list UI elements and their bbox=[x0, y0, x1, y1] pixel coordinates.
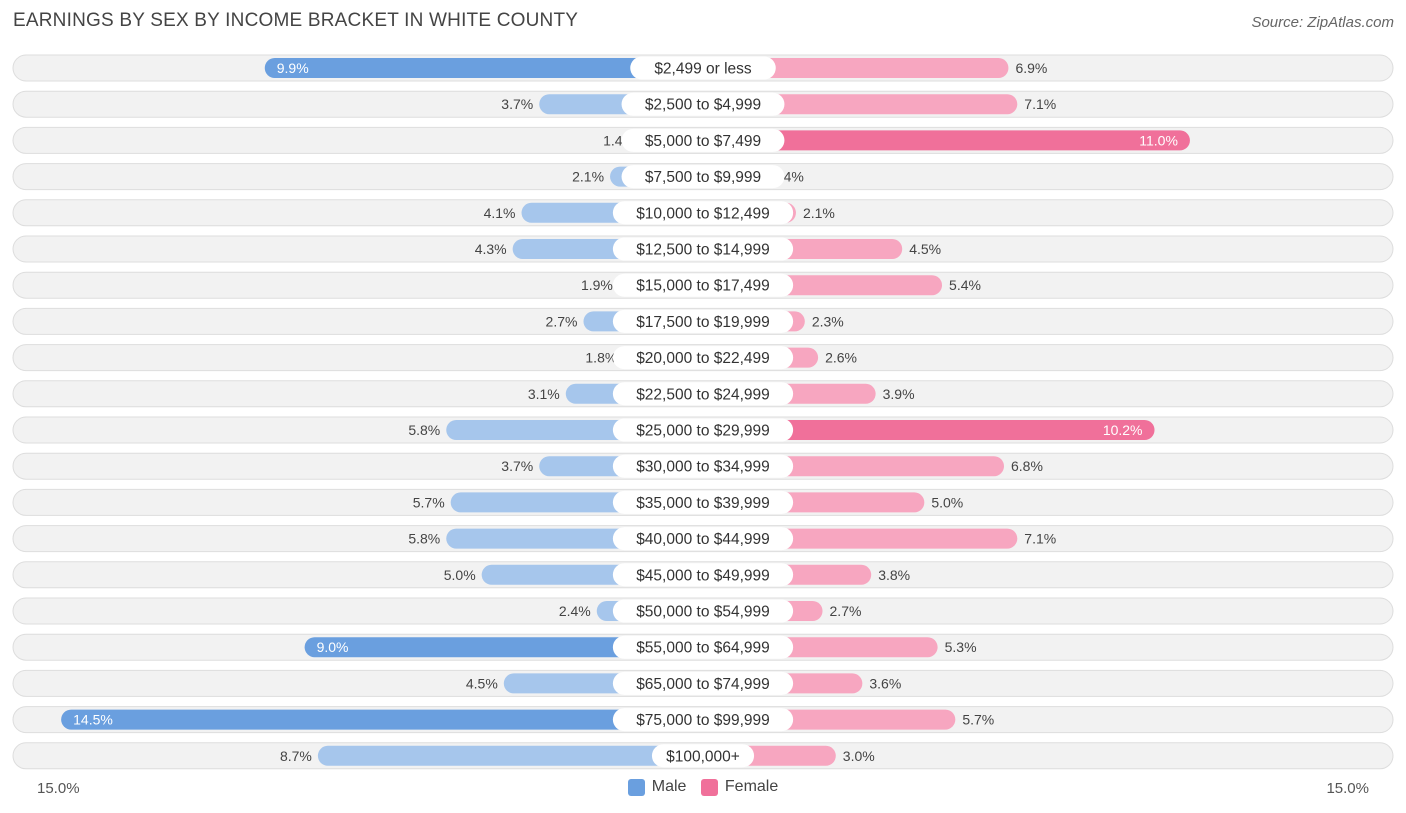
value-label-female: 7.1% bbox=[1024, 96, 1056, 112]
legend-item-male[interactable]: Male bbox=[627, 778, 687, 796]
legend-label-female: Female bbox=[724, 778, 779, 795]
category-pill bbox=[612, 454, 794, 478]
value-label-male: 2.1% bbox=[572, 169, 604, 185]
bar-female bbox=[703, 420, 1155, 440]
category-label: $7,500 to $9,999 bbox=[645, 169, 761, 186]
category-pill bbox=[630, 56, 776, 80]
category-label: $30,000 to $34,999 bbox=[636, 459, 770, 476]
value-label-female: 6.9% bbox=[1015, 60, 1047, 76]
category-label: $20,000 to $22,499 bbox=[636, 350, 770, 367]
category-label: $2,500 to $4,999 bbox=[645, 97, 761, 114]
legend-swatch-male bbox=[627, 778, 645, 796]
bar-female bbox=[703, 130, 1190, 151]
value-label-female: 5.4% bbox=[949, 277, 981, 293]
value-label-female: 5.3% bbox=[945, 639, 977, 655]
category-label: $40,000 to $44,999 bbox=[636, 531, 770, 548]
category-pill bbox=[612, 418, 794, 442]
value-label-female: 7.1% bbox=[1024, 531, 1056, 547]
value-label-male: 3.1% bbox=[528, 386, 560, 402]
value-label-male: 5.8% bbox=[408, 422, 440, 438]
category-pill bbox=[612, 671, 794, 695]
category-pill bbox=[612, 599, 794, 623]
category-pill bbox=[612, 273, 794, 297]
value-label-male: 3.7% bbox=[501, 458, 533, 474]
value-label-male: 9.0% bbox=[317, 639, 349, 655]
value-label-male: 3.7% bbox=[501, 96, 533, 112]
legend: Male Female bbox=[0, 778, 1406, 801]
value-label-male: 9.9% bbox=[277, 60, 309, 76]
value-label-female: 2.1% bbox=[803, 205, 835, 221]
value-label-male: 5.0% bbox=[444, 567, 476, 583]
category-pill bbox=[612, 346, 794, 370]
bar-female bbox=[703, 58, 1009, 78]
source-label: Source: ZipAtlas.com bbox=[1251, 14, 1394, 31]
category-pill bbox=[612, 309, 794, 333]
legend-item-female[interactable]: Female bbox=[700, 778, 779, 796]
axis-label-left: 15.0% bbox=[37, 780, 80, 797]
category-label: $2,499 or less bbox=[654, 61, 752, 78]
category-label: $45,000 to $49,999 bbox=[636, 567, 770, 584]
category-pill bbox=[612, 527, 794, 551]
category-pill bbox=[612, 708, 794, 732]
value-label-female: 5.0% bbox=[931, 494, 963, 510]
category-pill bbox=[612, 490, 794, 514]
value-label-male: 4.3% bbox=[475, 241, 507, 257]
category-label: $65,000 to $74,999 bbox=[636, 676, 770, 693]
value-label-female: 11.0% bbox=[1139, 132, 1178, 148]
value-label-female: 3.0% bbox=[843, 748, 875, 764]
value-label-male: 2.4% bbox=[559, 603, 591, 619]
value-label-male: 14.5% bbox=[73, 712, 113, 728]
legend-swatch-female bbox=[700, 778, 718, 796]
value-label-female: 6.8% bbox=[1011, 458, 1043, 474]
category-pill bbox=[612, 382, 794, 406]
value-label-female: 2.6% bbox=[825, 350, 857, 366]
category-label: $55,000 to $64,999 bbox=[636, 640, 770, 657]
category-label: $12,500 to $14,999 bbox=[636, 242, 770, 259]
value-label-male: 4.1% bbox=[484, 205, 516, 221]
category-label: $25,000 to $29,999 bbox=[636, 423, 770, 440]
legend-label-male: Male bbox=[651, 778, 687, 795]
category-pill bbox=[612, 563, 794, 587]
value-label-male: 2.7% bbox=[546, 313, 578, 329]
value-label-male: 4.5% bbox=[466, 675, 498, 691]
category-label: $15,000 to $17,499 bbox=[636, 278, 770, 295]
value-label-female: 3.6% bbox=[869, 675, 901, 691]
category-pill bbox=[621, 165, 785, 189]
category-label: $5,000 to $7,499 bbox=[645, 133, 761, 150]
category-label: $10,000 to $12,499 bbox=[636, 205, 770, 222]
bar-male bbox=[317, 745, 703, 766]
category-pill bbox=[612, 635, 794, 659]
category-label: $22,500 to $24,999 bbox=[636, 386, 770, 403]
bar-male bbox=[61, 709, 703, 730]
category-label: $75,000 to $99,999 bbox=[636, 712, 770, 729]
value-label-male: 8.7% bbox=[280, 748, 312, 764]
value-label-female: 3.9% bbox=[883, 386, 915, 402]
value-label-female: 3.8% bbox=[878, 567, 910, 583]
value-label-male: 1.8% bbox=[585, 350, 617, 366]
axis-label-right: 15.0% bbox=[1326, 780, 1369, 797]
bar-male bbox=[264, 58, 703, 78]
bar-male bbox=[304, 637, 703, 658]
value-label-male: 5.7% bbox=[413, 494, 445, 510]
category-pill bbox=[621, 92, 785, 116]
category-pill bbox=[651, 744, 755, 768]
chart-title: EARNINGS BY SEX BY INCOME BRACKET IN WHI… bbox=[13, 10, 579, 31]
value-label-male: 1.9% bbox=[581, 277, 613, 293]
value-label-female: 4.5% bbox=[909, 241, 941, 257]
value-label-female: 10.2% bbox=[1103, 422, 1143, 438]
value-label-male: 5.8% bbox=[408, 531, 440, 547]
value-label-female: 2.7% bbox=[830, 603, 862, 619]
category-label: $100,000+ bbox=[666, 748, 740, 765]
category-label: $50,000 to $54,999 bbox=[636, 604, 770, 621]
value-label-female: 5.7% bbox=[962, 712, 994, 728]
value-label-female: 2.3% bbox=[812, 313, 844, 329]
category-pill bbox=[621, 128, 785, 152]
category-pill bbox=[612, 237, 794, 261]
category-label: $17,500 to $19,999 bbox=[636, 314, 770, 331]
category-label: $35,000 to $39,999 bbox=[636, 495, 770, 512]
category-pill bbox=[612, 201, 794, 225]
